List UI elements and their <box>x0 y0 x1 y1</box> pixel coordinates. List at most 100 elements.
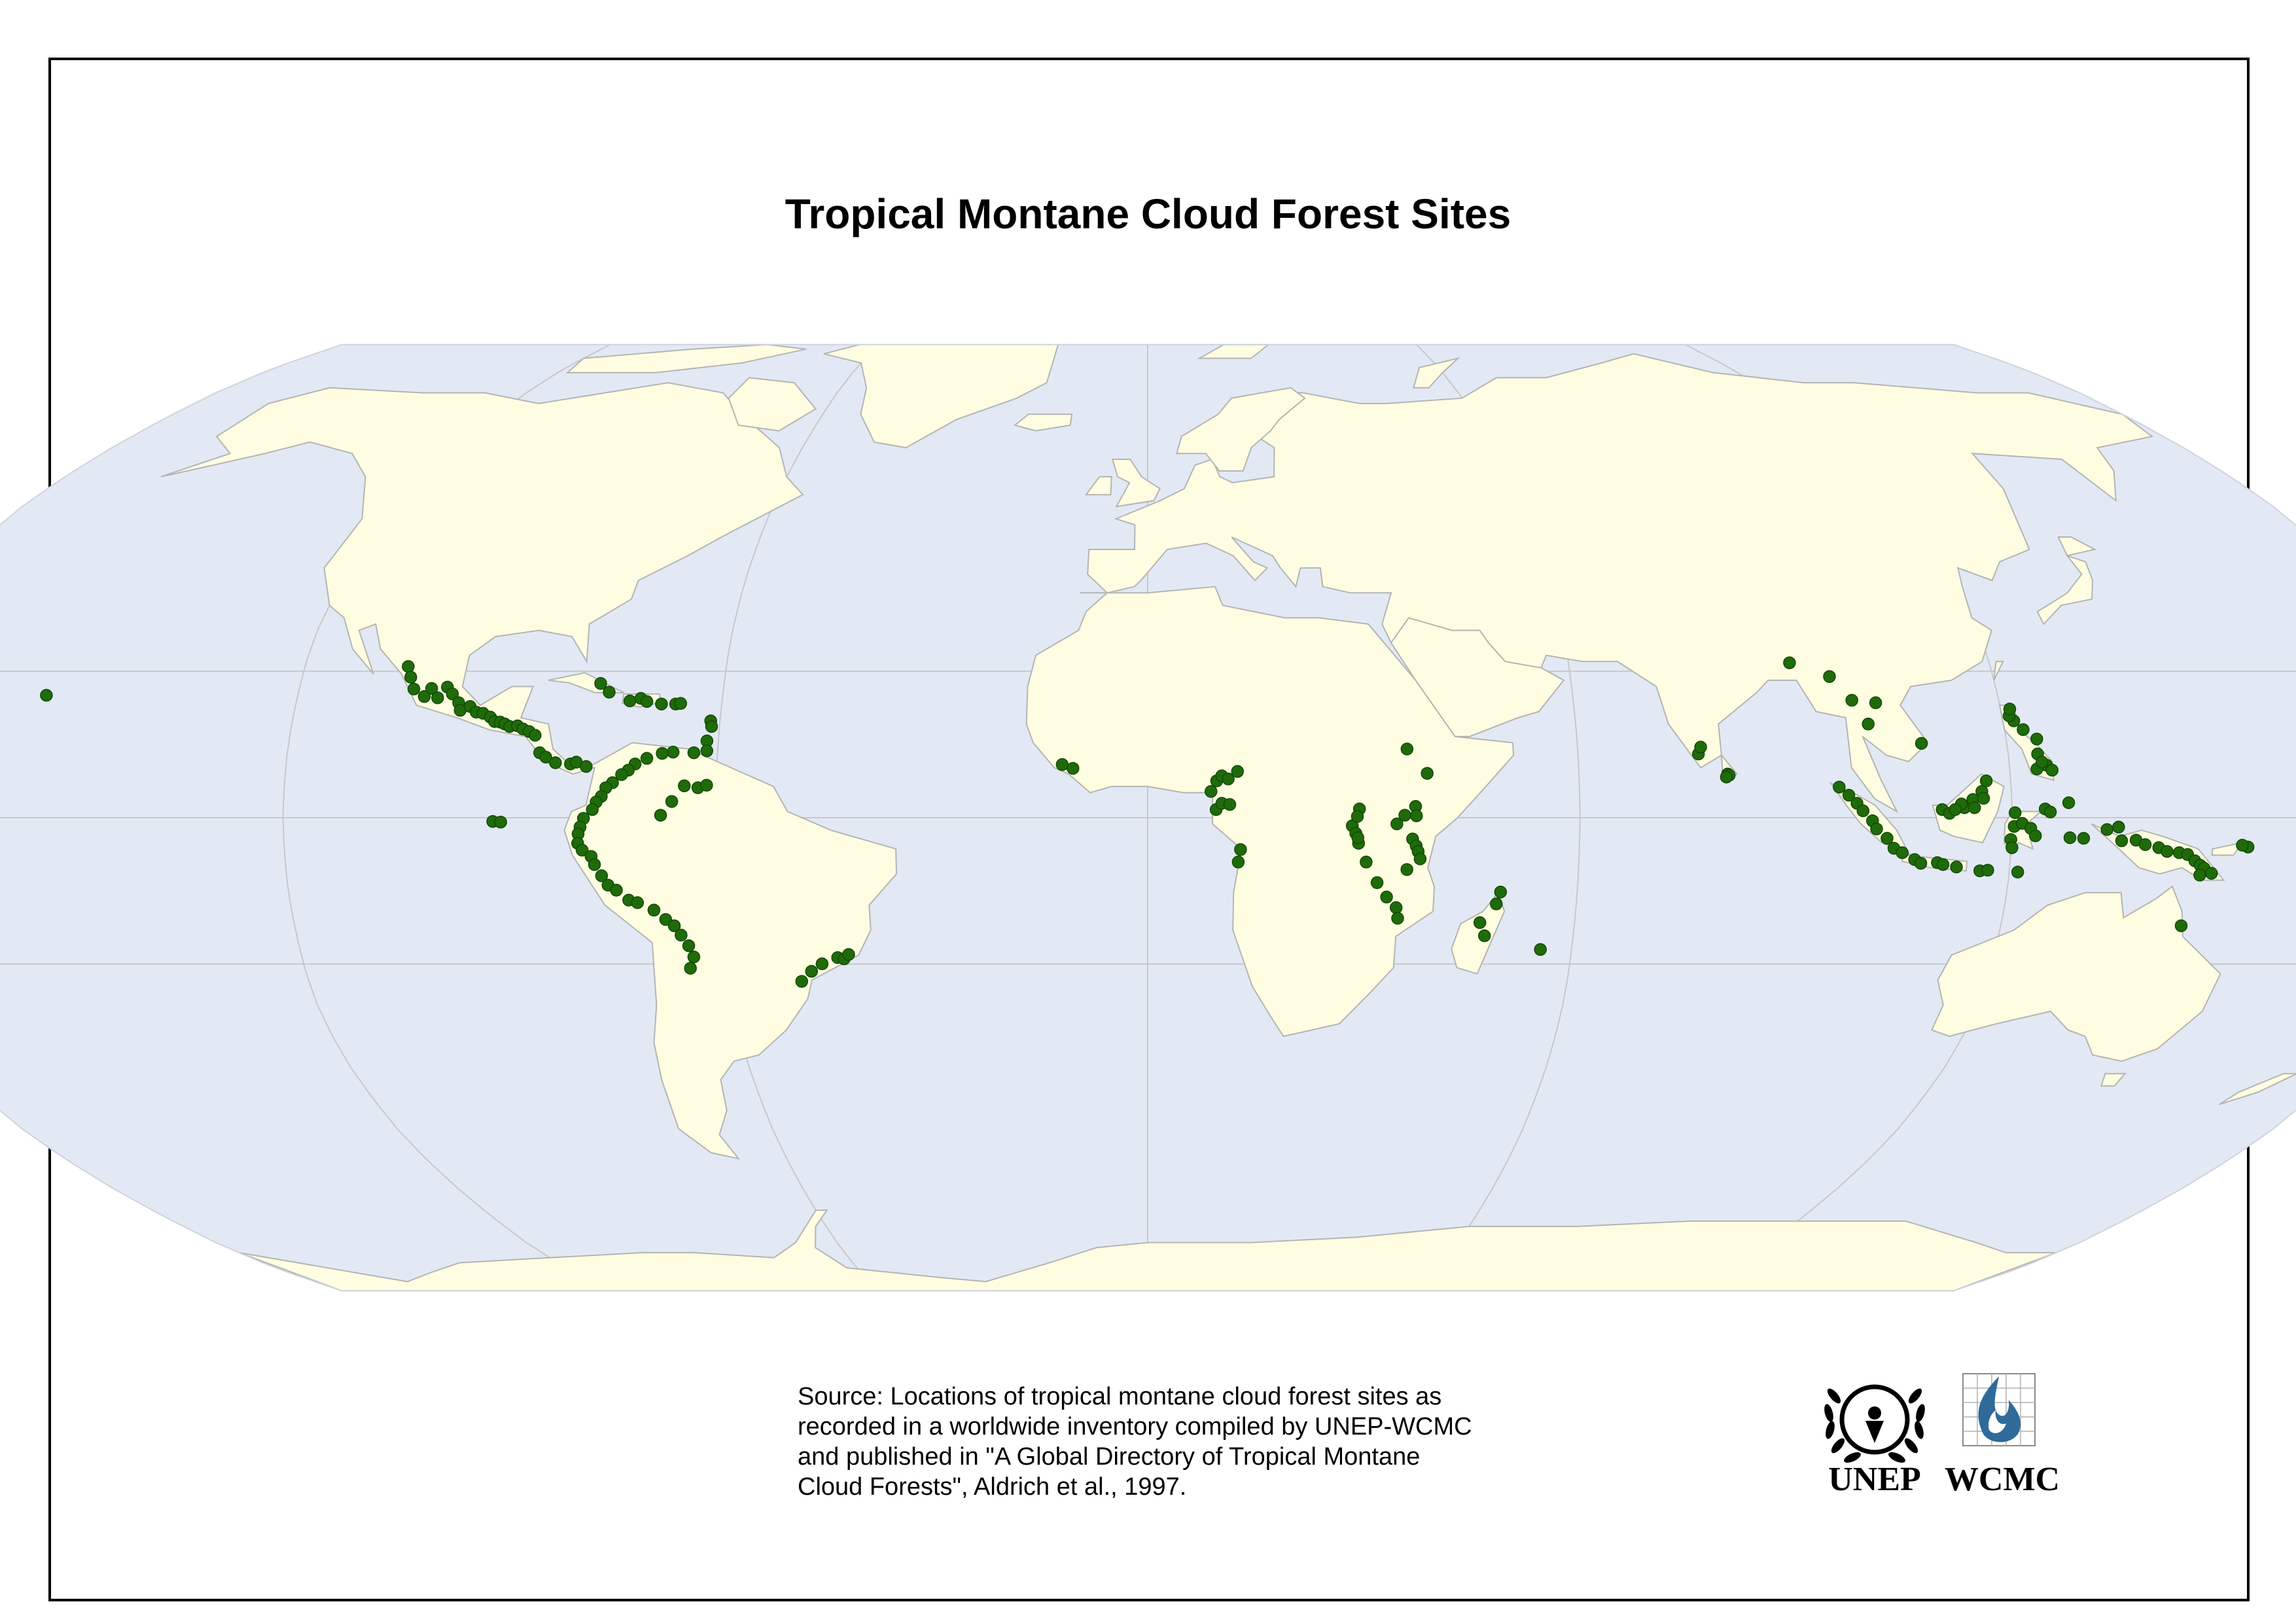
cloud-forest-site-marker <box>805 965 819 978</box>
cloud-forest-site-marker <box>1870 822 1883 835</box>
cloud-forest-site-marker <box>1833 780 1846 793</box>
globe-outline <box>0 343 2296 1292</box>
cloud-forest-site-marker <box>1055 758 1069 771</box>
cloud-forest-site-marker <box>1981 863 1994 877</box>
cloud-forest-site-marker <box>2017 723 2030 737</box>
cloud-forest-site-marker <box>1222 773 1235 786</box>
cloud-forest-site-marker <box>655 697 668 710</box>
cloud-forest-site-marker <box>640 695 654 708</box>
cloud-forest-site-marker <box>1915 737 1928 750</box>
cloud-forest-site-marker <box>1398 809 1411 822</box>
cloud-forest-site-marker <box>1979 774 1993 788</box>
cloud-forest-site-marker <box>425 682 438 695</box>
landmass-north-america <box>160 382 804 775</box>
cloud-forest-site-marker <box>667 919 681 932</box>
cloud-forest-site-marker <box>1421 767 1434 780</box>
cloud-forest-site-marker <box>2115 834 2128 848</box>
cloud-forest-site-marker <box>1845 693 1858 707</box>
land-masses <box>160 344 2296 1291</box>
cloud-forest-site-marker <box>640 752 654 765</box>
cloud-forest-site-marker <box>1223 798 1237 811</box>
cloud-forest-site-marker <box>1914 856 1928 870</box>
cloud-forest-site-marker <box>1856 804 1870 818</box>
cloud-forest-site-marker <box>1389 901 1403 915</box>
cloud-forest-site-marker <box>2045 763 2059 777</box>
cloud-forest-site-marker <box>2100 823 2113 836</box>
landmass-madagascar <box>1451 891 1506 975</box>
cloud-forest-site-marker <box>1936 858 1950 871</box>
cloud-forest-site-marker <box>595 869 609 882</box>
cloud-forest-site-marker <box>588 858 601 871</box>
cloud-forest-site-marker <box>2030 732 2043 746</box>
cloud-forest-site-marker <box>682 939 696 952</box>
landmass-ireland <box>1084 476 1112 496</box>
cloud-forest-site-marker <box>1968 801 1981 814</box>
cloud-forest-site-marker <box>610 884 623 897</box>
source-note: Source: Locations of tropical montane cl… <box>798 1382 1583 1502</box>
landmass-hokkaido <box>2057 536 2097 557</box>
cloud-forest-site-marker <box>1234 843 1247 856</box>
cloud-forest-site-marker <box>1694 741 1707 754</box>
cloud-forest-site-marker <box>2029 829 2042 843</box>
landmass-new-zealand-s <box>2219 1073 2296 1106</box>
cloud-forest-site-marker <box>446 688 459 701</box>
cloud-forest-site-marker <box>1896 846 1909 860</box>
cloud-forest-site-marker <box>2043 805 2057 819</box>
cloud-forest-site-marker <box>656 746 669 760</box>
landmass-south-america <box>563 742 898 1160</box>
landmass-britain <box>1111 459 1161 508</box>
cloud-forest-site-marker <box>1842 788 1856 802</box>
wcmc-logo-caption: WCMC <box>1944 1461 2060 1498</box>
cloud-forest-site-marker <box>795 975 809 988</box>
landmass-novaya-zemlya <box>1412 357 1460 389</box>
cloud-forest-site-marker <box>2077 831 2091 845</box>
cloud-forest-site-marker <box>1400 863 1413 876</box>
cloud-forest-site-marker <box>1783 656 1796 669</box>
cloud-forest-site-marker <box>1360 856 1373 869</box>
cloud-forest-site-marker <box>700 744 714 758</box>
cloud-forest-site-marker <box>1823 670 1836 683</box>
cloud-forest-site-marker <box>549 756 562 769</box>
cloud-forest-site-marker <box>1534 943 1547 956</box>
cloud-forest-site-marker <box>687 950 701 964</box>
source-line: Cloud Forests", Aldrich et al., 1997. <box>798 1473 1187 1501</box>
cloud-forest-site-marker <box>675 928 688 942</box>
cloud-forest-site-marker <box>2003 703 2017 716</box>
cloud-forest-site-marker <box>1862 718 1875 731</box>
cloud-forest-site-marker <box>1391 911 1404 925</box>
cloud-forest-site-marker <box>1067 761 1080 775</box>
cloud-forest-site-marker <box>494 815 507 829</box>
cloud-forest-site-marker <box>1473 916 1487 930</box>
cloud-forest-site-marker <box>2062 796 2075 809</box>
cloud-forest-site-marker <box>1390 817 1404 831</box>
cloud-forest-site-marker <box>586 803 599 816</box>
cloud-forest-site-marker <box>2174 919 2188 932</box>
cloud-forest-site-marker <box>654 809 667 822</box>
landmass-svalbard <box>1197 344 1271 359</box>
cloud-forest-site-marker <box>539 750 552 764</box>
cloud-forest-site-marker <box>402 660 415 673</box>
cloud-forest-site-marker <box>1490 898 1503 911</box>
cloud-forest-site-marker <box>687 746 701 759</box>
cloud-forest-site-marker <box>659 913 673 926</box>
cloud-forest-site-marker <box>1231 765 1245 778</box>
wcmc-logo <box>1962 1373 2036 1446</box>
cloud-forest-site-marker <box>603 686 616 699</box>
cloud-forest-site-marker <box>1351 810 1364 823</box>
cloud-forest-site-marker <box>1977 792 1990 805</box>
cloud-forest-site-marker <box>1370 876 1384 890</box>
source-line: recorded in a worldwide inventory compil… <box>798 1413 1472 1440</box>
cloud-forest-site-marker <box>815 957 829 971</box>
cloud-forest-site-marker <box>1477 929 1491 943</box>
cloud-forest-site-marker <box>1380 890 1393 904</box>
cloud-forest-site-marker <box>2008 806 2022 820</box>
landmass-baffin <box>728 377 817 432</box>
cloud-forest-site-marker <box>575 843 589 857</box>
landmass-new-britain <box>2211 841 2244 856</box>
source-line: Source: Locations of tropical montane cl… <box>798 1383 1442 1410</box>
landmass-taiwan <box>1993 661 2004 681</box>
cloud-forest-site-marker <box>407 682 421 696</box>
source-line: and published in "A Global Directory of … <box>798 1443 1421 1471</box>
cloud-forest-site-marker <box>1231 856 1245 869</box>
cloud-forest-site-marker <box>631 896 645 909</box>
